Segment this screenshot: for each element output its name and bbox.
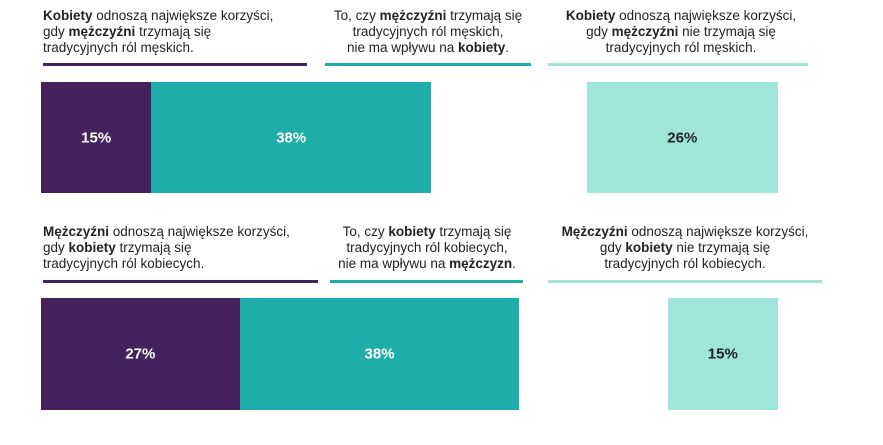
legend-text: nie trzymają się tradycyjnych ról kobiec… (604, 240, 771, 271)
legend-entry: Kobiety odnoszą największe korzyści, gdy… (43, 8, 307, 56)
legend-text: odnoszą największe korzyści, gdy (43, 224, 290, 255)
legend-text: Mężczyźni (43, 224, 110, 239)
bar (667, 298, 778, 410)
legend-text: mężczyźni (611, 24, 679, 39)
legend-underline (330, 280, 523, 283)
legend-entry: Kobiety odnoszą największe korzyści, gdy… (540, 8, 822, 56)
legend-text: trzymają się tradycyjnych ról kobiecych. (43, 240, 205, 271)
legend-text: Kobiety (565, 8, 616, 23)
legend-underline (548, 63, 808, 66)
legend-entry: Mężczyźni odnoszą największe korzyści, g… (540, 224, 830, 272)
legend-text: mężczyzn (449, 256, 513, 271)
legend-entry: To, czy kobiety trzymają się tradycyjnyc… (322, 224, 532, 272)
legend-text: trzymają się tradycyjnych ról kobiecych,… (338, 224, 512, 271)
value-label: 26% (667, 129, 698, 146)
legend-underline (43, 280, 318, 283)
legend-underline (325, 63, 531, 66)
legend-text: Kobiety (43, 8, 93, 23)
legend-text: odnoszą największe korzyści, gdy (599, 224, 809, 255)
bar (239, 298, 520, 410)
value-label: 15% (707, 345, 738, 363)
legend-text: nie trzymają się tradycyjnych ról męskic… (605, 24, 776, 55)
legend-underline (548, 280, 822, 283)
bar (151, 82, 432, 193)
legend-text: . (505, 40, 510, 55)
value-label: 15% (81, 129, 112, 146)
legend-text: odnoszą największe korzyści, gdy (586, 8, 797, 39)
legend-underline (43, 63, 307, 66)
value-label: 38% (364, 345, 395, 363)
legend-entry: To, czy mężczyźni trzymają się tradycyjn… (310, 8, 546, 56)
legend-text: Mężczyźni (561, 224, 628, 239)
legend-text: trzymają się tradycyjnych ról męskich, n… (346, 8, 523, 55)
legend-text: To, czy (333, 8, 380, 23)
legend-text: kobiety (68, 240, 116, 255)
legend-text: trzymają się tradycyjnych ról męskich. (43, 24, 212, 55)
legend-text: mężczyźni (68, 24, 136, 39)
legend-text: mężczyźni (379, 8, 447, 23)
value-label: 38% (276, 129, 307, 146)
legend-text: odnoszą największe korzyści, gdy (43, 8, 274, 39)
bar (41, 298, 241, 410)
legend-text: . (512, 256, 516, 271)
legend-entry: Mężczyźni odnoszą największe korzyści, g… (43, 224, 318, 272)
legend-text: kobiety (388, 224, 436, 239)
legend-text: kobiety (458, 40, 506, 55)
bar (586, 82, 778, 193)
value-label: 27% (125, 345, 156, 363)
legend-text: kobiety (625, 240, 673, 255)
legend-text: To, czy (342, 224, 389, 239)
